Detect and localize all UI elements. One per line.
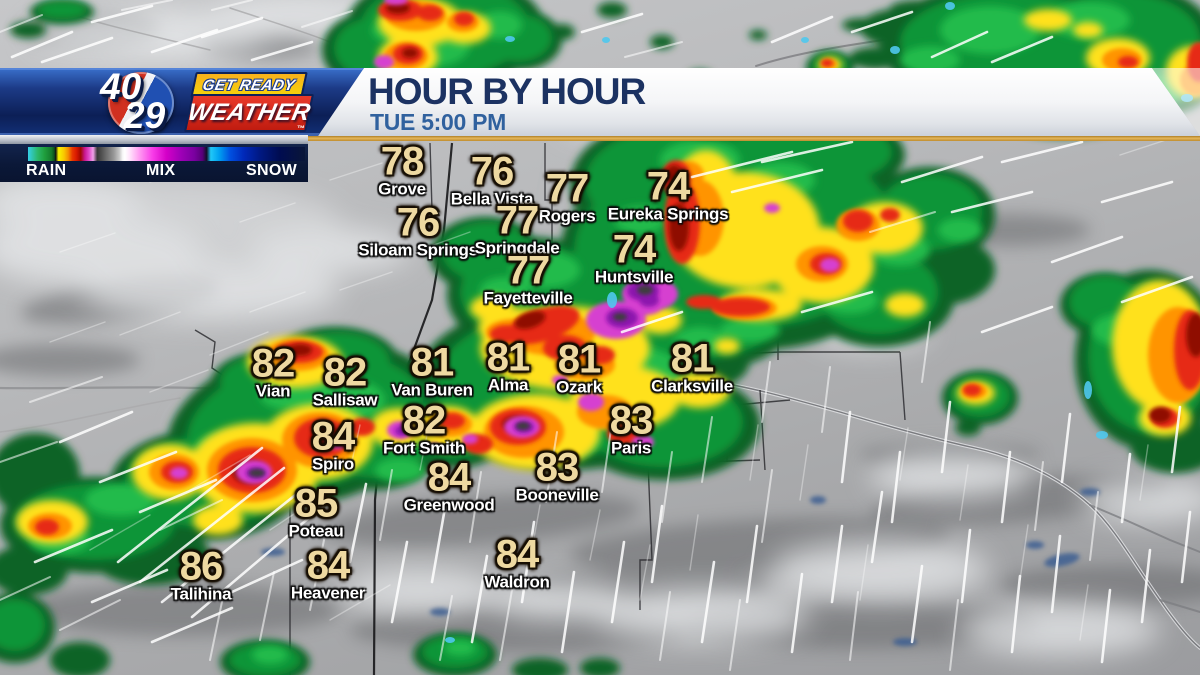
station-logo-emblem [108,72,174,134]
rain-label: RAIN [26,162,67,179]
snow-label: SNOW [246,162,297,179]
gold-accent-line [288,136,1200,141]
precip-color-gradient [28,147,305,161]
mix-label: MIX [146,162,176,179]
lakes [261,488,1100,646]
station-number-bottom: 29 [124,95,166,136]
storm-hail-cores [249,285,653,477]
trademark-symbol: ™ [297,124,305,133]
precip-legend: RAIN MIX SNOW [0,135,308,182]
page-title: HOUR BY HOUR [368,71,646,112]
legend-top-edge [0,135,308,144]
weather-brand-text: WEATHER [185,99,313,126]
header-title-panel [306,68,1200,136]
get-ready-text: GET READY [201,76,297,94]
station-number-top: 40 [100,66,142,107]
timestamp: TUE 5:00 PM [370,109,507,135]
weather-brand: WEATHER [183,94,315,132]
header-banner: 40 29 GET READY WEATHER ™ HOUR BY HOUR T… [0,68,1200,141]
